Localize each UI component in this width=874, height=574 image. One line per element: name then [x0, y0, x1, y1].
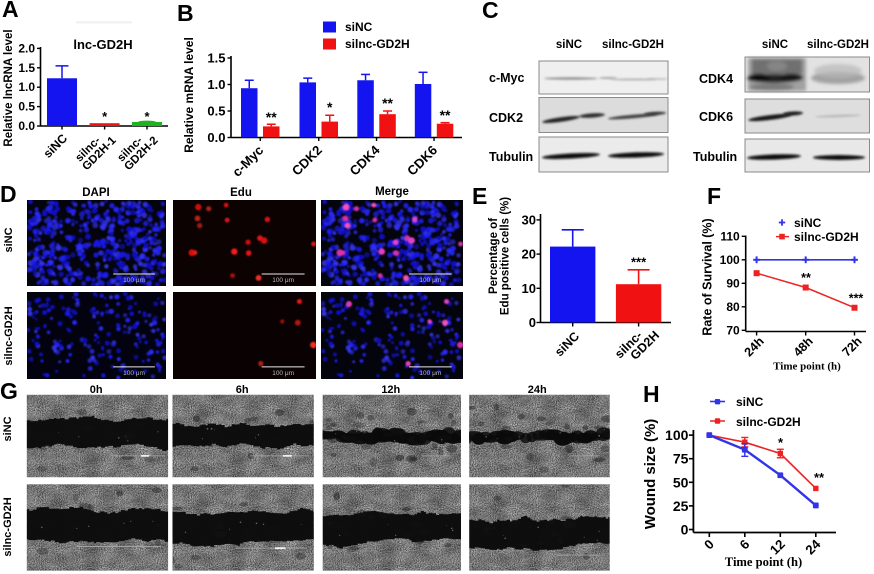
svg-text:siNC: siNC — [552, 329, 582, 359]
svg-text:10: 10 — [522, 281, 536, 296]
svg-text:*: * — [144, 109, 150, 124]
svg-text:24: 24 — [802, 536, 823, 557]
svg-text:C: C — [482, 0, 499, 23]
svg-text:1.0: 1.0 — [18, 80, 35, 94]
svg-text:B: B — [177, 0, 194, 26]
svg-text:80: 80 — [726, 300, 740, 314]
svg-text:100 μm: 100 μm — [123, 370, 145, 377]
svg-text:0: 0 — [701, 537, 717, 553]
svg-text:50: 50 — [673, 474, 689, 490]
svg-text:siNC: siNC — [556, 39, 582, 51]
svg-text:F: F — [707, 183, 721, 209]
svg-text:**: ** — [440, 107, 451, 123]
svg-text:*: * — [102, 109, 108, 124]
svg-text:siNC: siNC — [762, 39, 788, 51]
svg-text:100: 100 — [665, 427, 689, 443]
svg-text:100 μm: 100 μm — [123, 277, 145, 284]
svg-text:*: * — [778, 435, 784, 450]
svg-text:silnc-GD2H: silnc-GD2H — [794, 230, 859, 244]
svg-text:***: *** — [849, 292, 864, 306]
svg-text:Relative mRNA level: Relative mRNA level — [182, 37, 196, 153]
svg-text:100 μm: 100 μm — [419, 370, 441, 377]
svg-text:Rate of Survival (%): Rate of Survival (%) — [701, 218, 715, 335]
svg-text:Percentage of: Percentage of — [488, 218, 500, 294]
svg-text:0h: 0h — [90, 384, 103, 396]
svg-text:100 μm: 100 μm — [272, 277, 294, 284]
svg-text:48h: 48h — [791, 334, 816, 359]
svg-text:c-Myc: c-Myc — [489, 71, 524, 85]
svg-text:D: D — [0, 181, 17, 207]
svg-text:Edu positive cells (%): Edu positive cells (%) — [500, 197, 512, 315]
svg-text:G: G — [0, 378, 18, 404]
svg-text:A: A — [2, 0, 19, 22]
svg-text:0.0: 0.0 — [207, 130, 225, 145]
svg-text:Time point (h): Time point (h) — [773, 361, 841, 373]
svg-text:30: 30 — [522, 212, 536, 227]
svg-text:6h: 6h — [236, 384, 249, 396]
svg-text:12h: 12h — [381, 384, 400, 396]
svg-text:6: 6 — [737, 537, 753, 553]
svg-text:0.0: 0.0 — [18, 119, 35, 133]
svg-text:DAPI: DAPI — [82, 187, 109, 199]
svg-text:75: 75 — [673, 451, 689, 467]
svg-text:H: H — [643, 381, 660, 407]
svg-text:siNC: siNC — [345, 20, 373, 34]
svg-text:24h: 24h — [528, 384, 547, 396]
svg-text:**: ** — [266, 109, 277, 125]
svg-text:100 μm: 100 μm — [419, 277, 441, 284]
svg-text:25: 25 — [673, 498, 689, 514]
svg-text:**: ** — [814, 470, 825, 485]
svg-text:lnc-GD2H: lnc-GD2H — [73, 37, 132, 52]
svg-text:silnc-GD2H: silnc-GD2H — [345, 37, 410, 51]
svg-text:1.0: 1.0 — [207, 77, 225, 92]
svg-text:silnc-GD2H: silnc-GD2H — [3, 306, 15, 365]
svg-text:*: * — [327, 99, 333, 115]
svg-text:siNC: siNC — [794, 216, 822, 230]
svg-text:silnc-GD2H: silnc-GD2H — [736, 415, 801, 429]
svg-text:***: *** — [631, 255, 647, 270]
svg-text:silnc-GD2H: silnc-GD2H — [2, 497, 14, 556]
svg-text:110: 110 — [720, 229, 740, 243]
svg-text:**: ** — [801, 271, 811, 285]
svg-text:siNC: siNC — [41, 131, 71, 161]
svg-text:E: E — [472, 183, 487, 209]
svg-text:CDK4: CDK4 — [699, 72, 733, 86]
svg-text:Edu: Edu — [230, 187, 252, 199]
svg-text:Merge: Merge — [375, 186, 409, 198]
svg-text:CDK6: CDK6 — [404, 143, 440, 179]
svg-text:90: 90 — [726, 276, 740, 290]
svg-text:c-Myc: c-Myc — [229, 143, 266, 180]
svg-text:24h: 24h — [742, 334, 767, 359]
svg-text:1.5: 1.5 — [207, 51, 225, 66]
svg-text:0: 0 — [529, 315, 536, 330]
svg-text:silnc-GD2H: silnc-GD2H — [807, 39, 869, 51]
svg-text:silnc-GD2H: silnc-GD2H — [602, 39, 664, 51]
svg-text:siNC: siNC — [3, 227, 15, 252]
svg-text:siNC: siNC — [2, 416, 14, 441]
svg-text:2.0: 2.0 — [18, 41, 35, 55]
svg-text:0: 0 — [681, 522, 689, 538]
svg-text:CDK2: CDK2 — [489, 111, 523, 125]
svg-text:20: 20 — [522, 247, 536, 262]
svg-text:Time point (h): Time point (h) — [725, 555, 802, 569]
svg-text:CDK4: CDK4 — [347, 142, 383, 178]
svg-text:72h: 72h — [839, 334, 864, 359]
svg-text:**: ** — [382, 95, 393, 111]
svg-text:Tubulin: Tubulin — [693, 150, 737, 164]
svg-text:siNC: siNC — [736, 395, 764, 409]
svg-text:0.5: 0.5 — [18, 100, 35, 114]
svg-text:1.5: 1.5 — [18, 61, 35, 75]
svg-text:CDK2: CDK2 — [289, 143, 325, 179]
svg-text:CDK6: CDK6 — [699, 110, 733, 124]
svg-text:Relative lncRNA level: Relative lncRNA level — [3, 29, 15, 146]
svg-text:100 μm: 100 μm — [272, 370, 294, 377]
svg-text:0.5: 0.5 — [207, 104, 225, 119]
svg-text:70: 70 — [726, 323, 740, 337]
svg-text:Tubulin: Tubulin — [489, 150, 533, 164]
svg-text:100: 100 — [720, 253, 740, 267]
svg-text:Wound size (%): Wound size (%) — [642, 419, 659, 530]
